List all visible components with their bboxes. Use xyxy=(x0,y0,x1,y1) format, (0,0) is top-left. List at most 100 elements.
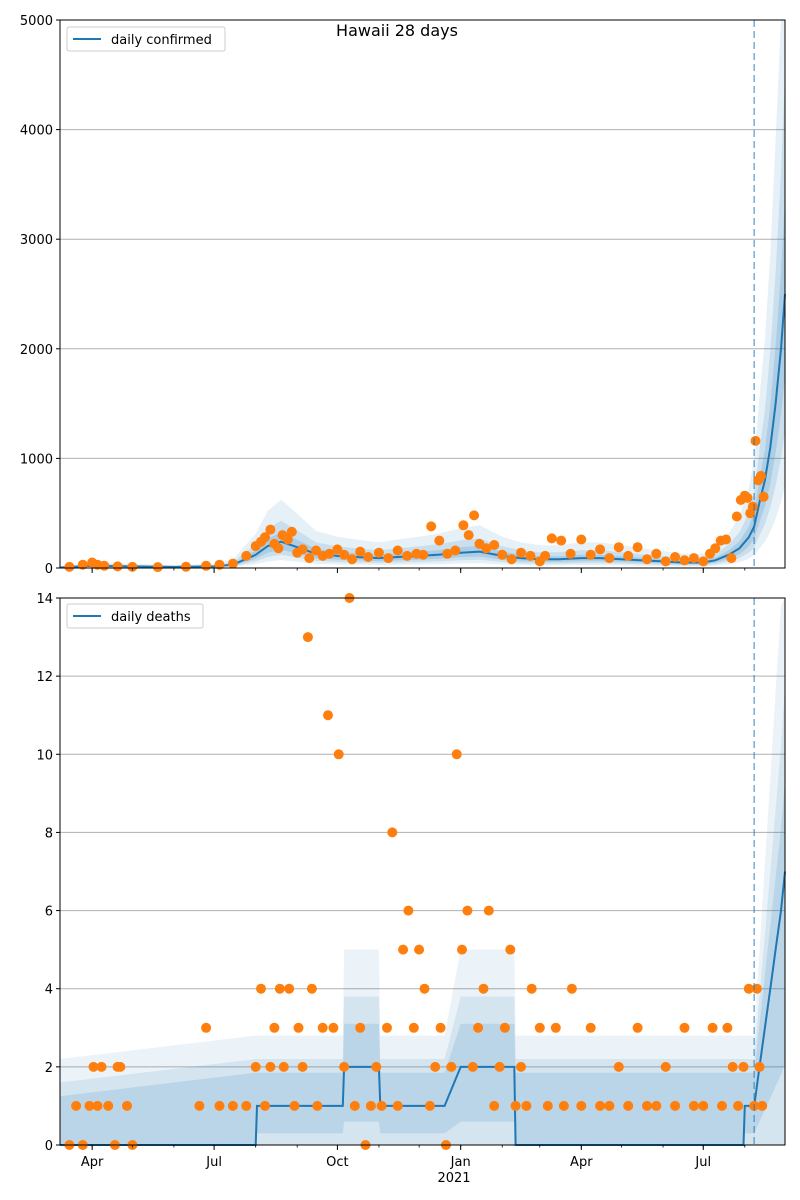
deaths-x-axis: Apr Jul Oct Jan Apr Jul xyxy=(81,1145,746,1170)
data-point xyxy=(317,1022,328,1033)
data-point xyxy=(499,1022,510,1033)
data-point xyxy=(273,543,284,554)
data-point xyxy=(373,547,384,558)
data-point xyxy=(265,1061,276,1072)
y-tick-label: 2 xyxy=(45,1061,53,1076)
data-point xyxy=(435,1022,446,1033)
data-point xyxy=(726,553,737,564)
data-point xyxy=(284,983,295,994)
data-point xyxy=(201,560,212,571)
data-point xyxy=(96,1061,107,1072)
data-point xyxy=(651,1100,662,1111)
data-point xyxy=(469,510,480,521)
data-point xyxy=(731,511,742,522)
data-point xyxy=(457,944,467,955)
data-point xyxy=(604,553,615,564)
deaths-legend: daily deaths xyxy=(66,603,204,629)
data-point xyxy=(365,1100,376,1111)
data-point xyxy=(558,1100,569,1111)
data-point xyxy=(92,1100,103,1111)
data-point xyxy=(403,905,414,916)
confirmed-legend: daily confirmed xyxy=(66,26,226,52)
deaths-uncertainty-bands xyxy=(60,598,785,1145)
data-point xyxy=(613,1061,624,1072)
data-point xyxy=(565,548,576,559)
data-point xyxy=(754,1061,765,1072)
deaths-y-axis: 0 2 4 6 8 10 12 14 xyxy=(36,592,60,1154)
data-point xyxy=(250,1061,261,1072)
data-point xyxy=(152,562,163,573)
data-point xyxy=(757,1100,768,1111)
data-point xyxy=(194,1100,205,1111)
data-point xyxy=(286,526,297,537)
data-point xyxy=(651,548,662,559)
data-point xyxy=(751,983,762,994)
data-point xyxy=(632,542,643,553)
data-point xyxy=(481,543,492,554)
data-point xyxy=(526,983,537,994)
x-tick-label: Jul xyxy=(205,1155,222,1170)
data-point xyxy=(738,1061,749,1072)
confirmed-series xyxy=(59,293,786,569)
data-point xyxy=(516,547,526,558)
y-tick-label: 1000 xyxy=(20,452,53,467)
data-point xyxy=(710,543,721,554)
data-point xyxy=(312,1100,323,1111)
data-point xyxy=(115,1061,126,1072)
data-point xyxy=(489,540,500,550)
y-tick-label: 12 xyxy=(36,670,53,685)
x-tick-label: Apr xyxy=(570,1155,593,1170)
data-point xyxy=(442,548,453,559)
data-point xyxy=(333,749,344,760)
data-point xyxy=(355,1022,366,1033)
data-point xyxy=(743,983,754,994)
data-point xyxy=(632,1022,643,1033)
confirmed-plot-area xyxy=(60,20,785,568)
data-point xyxy=(660,1061,671,1072)
confirmed-chart: 0 1000 2000 3000 4000 5000 Hawaii 28 days dai… xyxy=(20,14,786,577)
data-point xyxy=(707,1022,718,1033)
data-point xyxy=(383,553,394,564)
data-point xyxy=(595,1100,606,1111)
data-point xyxy=(595,544,606,555)
data-point xyxy=(483,905,494,916)
data-point xyxy=(282,534,293,545)
data-point xyxy=(302,632,313,643)
data-point xyxy=(122,1100,132,1111)
data-point xyxy=(542,1100,553,1111)
data-point xyxy=(363,552,374,562)
y-tick-label: 4 xyxy=(45,983,53,998)
data-point xyxy=(376,1100,387,1111)
data-point xyxy=(550,1022,561,1033)
data-point xyxy=(473,1022,484,1033)
data-point xyxy=(430,1061,441,1072)
data-point xyxy=(516,1061,526,1072)
deaths-plot-area xyxy=(60,598,785,1145)
data-point xyxy=(660,556,671,567)
y-tick-label: 6 xyxy=(45,905,53,920)
data-point xyxy=(525,550,536,561)
data-point xyxy=(642,1100,652,1111)
data-point xyxy=(556,535,567,546)
data-point xyxy=(260,532,270,543)
data-point xyxy=(355,546,366,557)
data-point xyxy=(112,561,123,572)
data-point xyxy=(371,1061,382,1072)
y-tick-label: 3000 xyxy=(20,233,53,248)
data-point xyxy=(462,905,473,916)
data-point xyxy=(494,1061,505,1072)
y-tick-label: 4000 xyxy=(20,124,53,139)
data-point xyxy=(750,435,761,446)
data-point xyxy=(387,827,398,838)
data-point xyxy=(88,1061,99,1072)
confirmed-gridlines xyxy=(60,129,785,459)
data-point xyxy=(497,549,508,560)
data-point xyxy=(727,1061,738,1072)
data-point xyxy=(214,559,225,570)
data-point xyxy=(566,983,577,994)
data-point xyxy=(451,749,462,760)
data-point xyxy=(722,1022,733,1033)
data-point xyxy=(458,520,469,531)
data-point xyxy=(670,552,681,562)
data-point xyxy=(323,710,333,721)
